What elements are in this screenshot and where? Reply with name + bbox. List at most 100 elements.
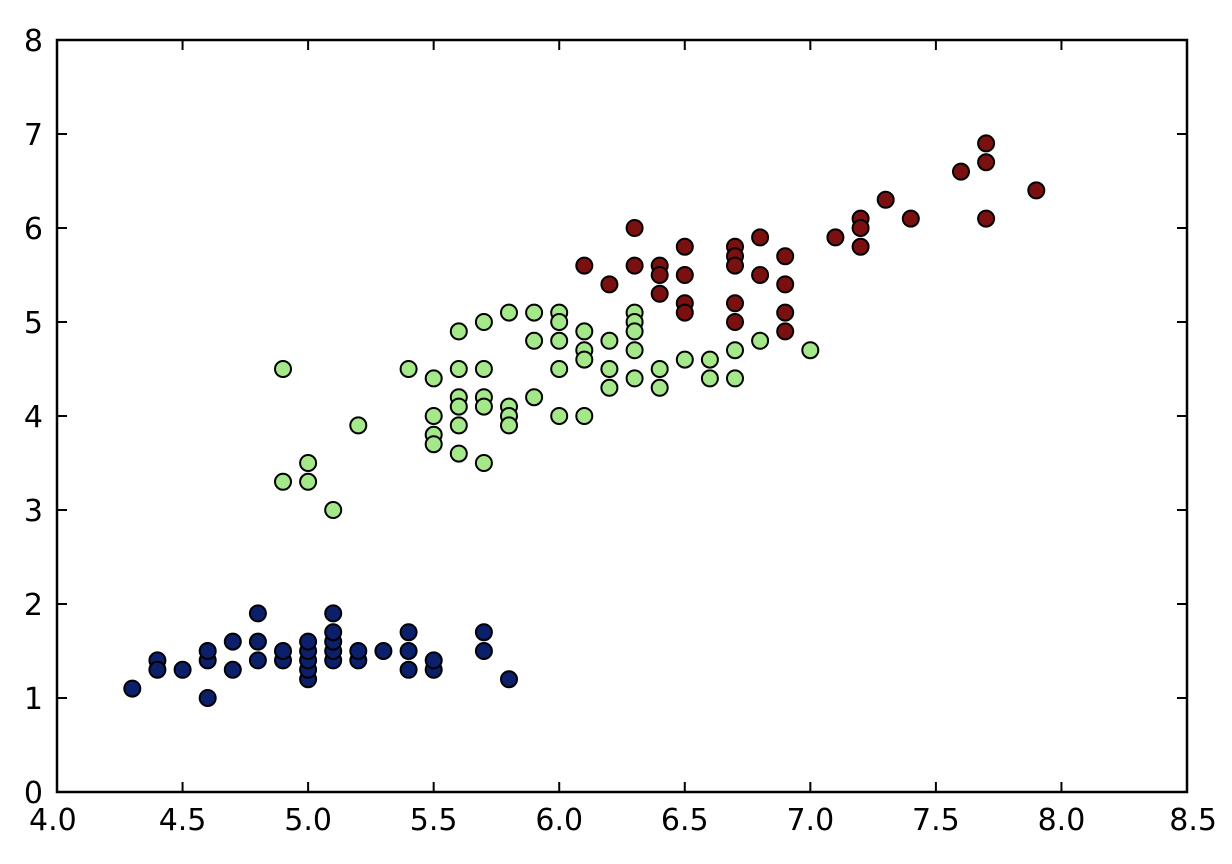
y-tick-label: 6 <box>24 212 43 247</box>
scatter-point <box>952 162 970 181</box>
scatter-point <box>474 623 493 642</box>
scatter-point <box>374 642 393 660</box>
scatter-point <box>550 407 569 425</box>
scatter-point <box>600 331 619 350</box>
y-tick-label: 2 <box>24 588 43 623</box>
scatter-point <box>424 369 443 388</box>
y-tick-label: 1 <box>24 682 43 717</box>
scatter-point <box>776 275 795 294</box>
scatter-point <box>726 341 744 360</box>
scatter-point <box>776 303 795 322</box>
scatter-point <box>474 360 493 378</box>
scatter-point <box>625 369 644 388</box>
x-tick-label: 6.0 <box>535 803 583 838</box>
scatter-point <box>399 623 418 642</box>
scatter-point <box>500 416 518 435</box>
scatter-point <box>600 360 619 378</box>
scatter-point <box>625 219 644 237</box>
x-tick-label: 7.0 <box>786 803 834 838</box>
scatter-point <box>223 660 242 679</box>
scatter-point <box>575 322 594 341</box>
scatter-point <box>625 341 644 360</box>
scatter-point <box>575 256 594 275</box>
scatter-point <box>173 660 192 679</box>
y-tick-label: 3 <box>24 494 43 529</box>
scatter-point <box>751 331 770 350</box>
y-tick-label: 5 <box>24 306 43 341</box>
scatter-point <box>349 416 368 435</box>
scatter-point <box>474 454 493 472</box>
scatter-point <box>650 284 669 303</box>
scatter-point <box>449 416 468 435</box>
scatter-point <box>474 313 493 331</box>
scatter-point <box>801 341 820 360</box>
scatter-point <box>726 369 744 388</box>
scatter-point <box>876 190 895 209</box>
scatter-point <box>525 303 544 322</box>
scatter-point <box>776 322 795 341</box>
scatter-point <box>600 378 619 397</box>
scatter-point <box>299 632 318 651</box>
scatter-point <box>198 689 217 707</box>
series-3 <box>575 134 1046 341</box>
scatter-point <box>575 350 594 369</box>
x-tick-label: 7.5 <box>912 803 960 838</box>
series-2 <box>274 303 820 519</box>
x-tick-label: 6.5 <box>661 803 709 838</box>
scatter-point <box>901 209 920 228</box>
scatter-point <box>550 331 569 350</box>
scatter-point <box>500 303 518 322</box>
scatter-point <box>248 632 267 651</box>
scatter-point <box>826 228 845 247</box>
scatter-point <box>198 642 217 660</box>
scatter-point <box>726 313 744 331</box>
scatter-point <box>700 369 719 388</box>
scatter-point <box>625 256 644 275</box>
scatter-point <box>625 322 644 341</box>
x-tick-label: 4.5 <box>159 803 207 838</box>
x-tick-label: 8.5 <box>1169 803 1217 838</box>
scatter-point <box>474 397 493 416</box>
x-tick-label: 8.0 <box>1038 803 1086 838</box>
scatter-point <box>248 651 267 670</box>
scatter-point <box>726 294 744 313</box>
x-tick-label: 5.5 <box>410 803 458 838</box>
data-points <box>123 134 1046 707</box>
scatter-point <box>977 209 996 228</box>
scatter-point <box>449 444 468 463</box>
scatter-point <box>851 219 870 237</box>
scatter-point <box>449 397 468 416</box>
scatter-point <box>751 266 770 284</box>
y-axis: 0 1 2 3 4 5 6 7 8 <box>24 24 1187 811</box>
scatter-point <box>349 642 368 660</box>
scatter-point <box>299 472 318 491</box>
plot-area <box>57 40 1187 792</box>
axes-frame <box>55 38 1189 794</box>
series-1 <box>123 604 518 707</box>
scatter-point <box>324 604 343 623</box>
scatter-point <box>700 350 719 369</box>
scatter-point <box>424 407 443 425</box>
scatter-point <box>726 256 744 275</box>
scatter-point <box>274 360 292 378</box>
scatter-point <box>424 651 443 670</box>
y-tick-label: 8 <box>24 24 43 59</box>
scatter-point <box>123 679 142 698</box>
scatter-point <box>650 266 669 284</box>
y-tick-label: 0 <box>24 776 43 811</box>
y-tick-label: 4 <box>24 400 43 435</box>
scatter-point <box>248 604 267 623</box>
scatter-point <box>650 360 669 378</box>
scatter-point <box>223 632 242 651</box>
scatter-point <box>1027 181 1046 200</box>
scatter-point <box>399 660 418 679</box>
scatter-point <box>148 660 167 679</box>
scatter-point <box>474 642 493 660</box>
scatter-point <box>324 501 343 519</box>
scatter-point <box>575 407 594 425</box>
scatter-point <box>449 360 468 378</box>
scatter-point <box>751 228 770 247</box>
scatter-point <box>550 360 569 378</box>
scatter-point <box>650 378 669 397</box>
